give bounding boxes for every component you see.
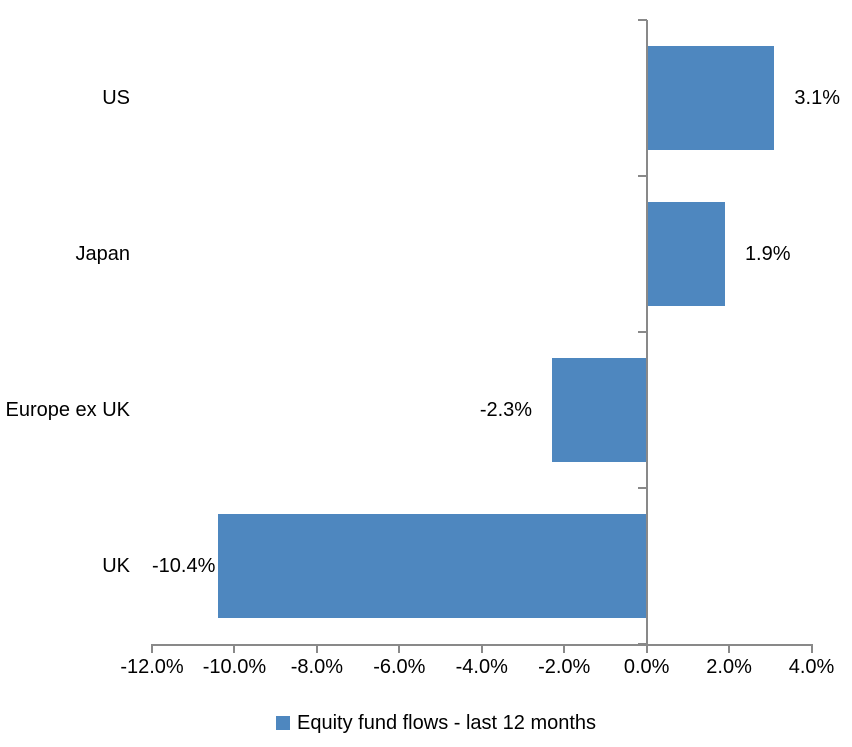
- category-axis-tick: [637, 487, 647, 489]
- x-axis-tick-label: -2.0%: [538, 656, 591, 678]
- x-axis-tick-label: 2.0%: [706, 656, 752, 678]
- x-axis-tick-label: 4.0%: [788, 656, 835, 678]
- x-axis-tick: [480, 644, 483, 653]
- x-axis-tick: [151, 644, 153, 653]
- bar-japan: [646, 202, 725, 306]
- x-axis-tick: [810, 644, 813, 653]
- category-label: Japan: [75, 243, 131, 265]
- x-axis-tick: [315, 644, 318, 653]
- x-axis-tick-label: -10.0%: [202, 656, 267, 678]
- legend: Equity fund flows - last 12 months: [276, 712, 596, 734]
- x-axis-tick-label: -12.0%: [120, 656, 184, 678]
- x-axis-tick-label: -6.0%: [373, 656, 426, 678]
- x-axis-tick-label: -4.0%: [455, 656, 508, 678]
- category-label: US: [102, 87, 130, 109]
- category-axis-tick: [637, 19, 647, 21]
- data-label: 3.1%: [794, 87, 840, 109]
- legend-label: Equity fund flows - last 12 months: [297, 712, 597, 734]
- legend-swatch-icon: [276, 716, 290, 730]
- data-label: -10.4%: [152, 555, 216, 577]
- bar-us: [646, 46, 775, 150]
- category-label: UK: [102, 555, 130, 577]
- x-axis-tick: [645, 644, 648, 653]
- x-axis-tick-label: 0.0%: [623, 656, 670, 678]
- x-axis-tick: [563, 644, 566, 653]
- x-axis-tick: [398, 644, 401, 653]
- data-label: 1.9%: [744, 243, 791, 265]
- x-axis-tick: [728, 644, 731, 653]
- bar-uk: [217, 514, 647, 618]
- data-label: -2.3%: [479, 399, 533, 421]
- category-axis-tick: [637, 175, 647, 177]
- x-axis-tick: [233, 644, 236, 653]
- category-axis-tick: [637, 331, 647, 333]
- category-label: Europe ex UK: [5, 399, 130, 421]
- zero-axis-line: [645, 20, 648, 646]
- x-axis-tick-label: -8.0%: [290, 656, 343, 678]
- bar-europe-ex-uk: [551, 358, 647, 462]
